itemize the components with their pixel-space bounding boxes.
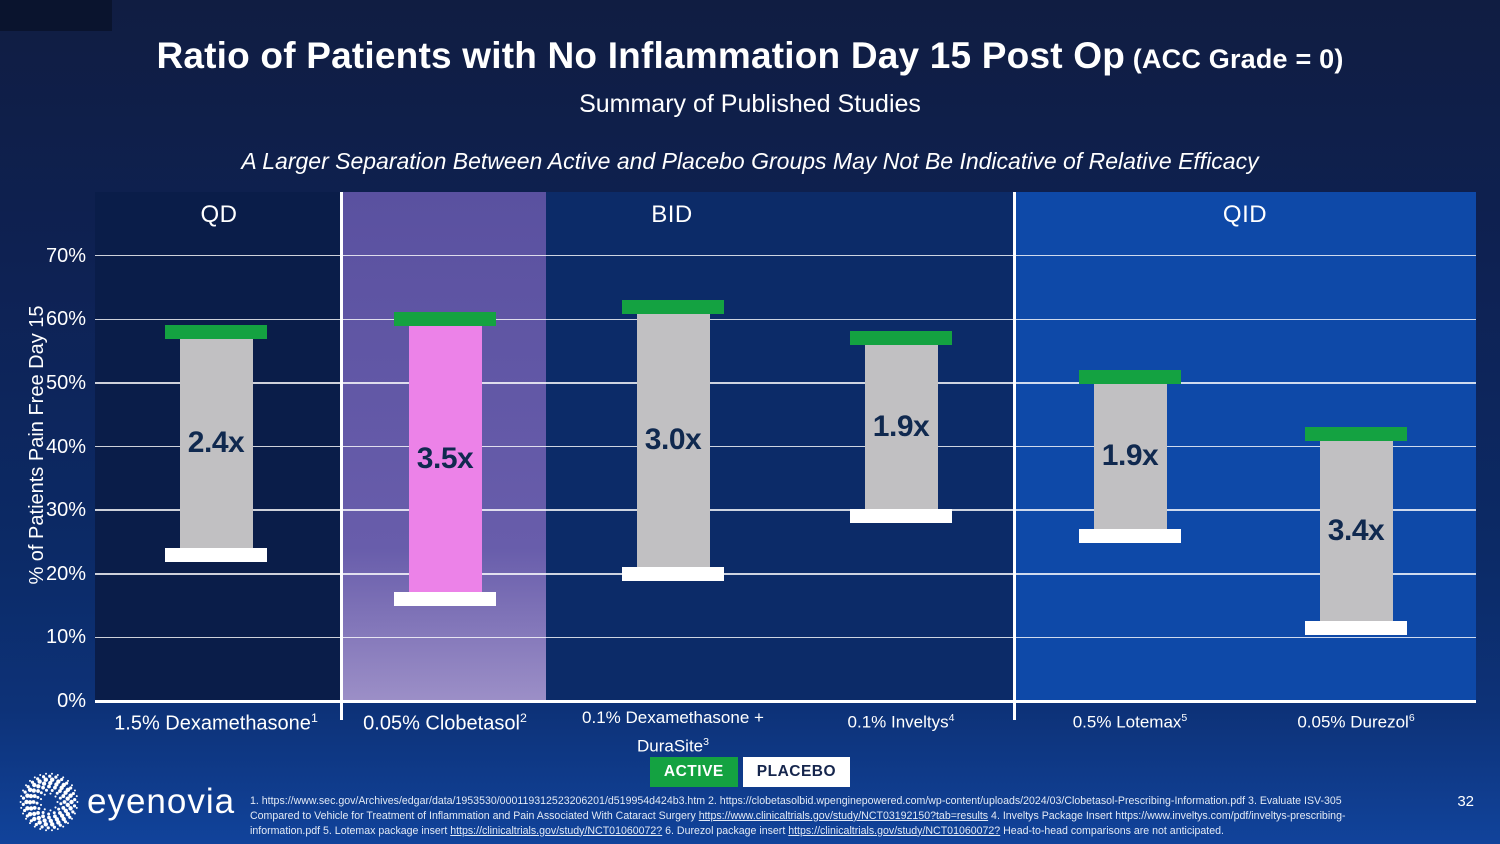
x-axis-label-lotemax: 0.5% Lotemax5	[1072, 712, 1188, 732]
x-axis-label-durezol: 0.05% Durezol6	[1297, 712, 1415, 732]
y-tick-label: 70%	[45, 244, 86, 267]
y-tick-label: 0%	[57, 690, 86, 712]
active-cap-inveltys	[850, 331, 952, 346]
ratio-label-dexamethasone-durasite: 3.0x	[644, 423, 702, 457]
gridline	[95, 509, 1476, 511]
x-axis-label-dexamethasone-durasite: 0.1% Dexamethasone + DuraSite3	[582, 708, 764, 756]
x-axis-label-clobetasol: 0.05% Clobetasol2	[363, 711, 527, 735]
bar-column-dexamethasone	[179, 338, 253, 548]
footnote-link[interactable]: https://clinicaltrials.gov/study/NCT0106…	[788, 824, 1001, 837]
y-tick-label: 10%	[45, 626, 86, 649]
active-cap-clobetasol	[394, 312, 496, 327]
group-divider	[1013, 192, 1016, 720]
title-main: Ratio of Patients with No Inflammation D…	[156, 35, 1126, 76]
title-suffix: (ACC Grade = 0)	[1125, 44, 1344, 74]
footnotes: 1. https://www.sec.gov/Archives/edgar/da…	[250, 794, 1400, 838]
y-tick-label: 20%	[45, 562, 86, 585]
legend: ACTIVE PLACEBO	[0, 757, 1500, 787]
x-axis-label-inveltys: 0.1% Inveltys4	[847, 712, 955, 732]
corner-decoration	[0, 0, 112, 31]
header: Ratio of Patients with No Inflammation D…	[0, 34, 1500, 175]
placebo-cap-dexamethasone	[165, 547, 267, 562]
active-cap-dexamethasone	[165, 324, 267, 339]
dosing-group-label-qd: QD	[200, 201, 238, 228]
legend-placebo: PLACEBO	[742, 757, 851, 787]
x-axis-label-dexamethasone: 1.5% Dexamethasone1	[114, 711, 318, 735]
gridline	[95, 445, 1476, 448]
ratio-label-lotemax: 1.9x	[1101, 439, 1159, 473]
gridline	[95, 573, 1476, 575]
y-tick-label: 60%	[45, 308, 86, 331]
page-number: 32	[1457, 793, 1474, 810]
x-axis-line	[95, 700, 1476, 703]
bar-column-dexamethasone-durasite	[636, 313, 710, 567]
active-cap-dexamethasone-durasite	[622, 299, 724, 314]
placebo-cap-inveltys	[850, 509, 952, 524]
footnote-link[interactable]: https://clinicaltrials.gov/study/NCT0106…	[450, 824, 663, 837]
placebo-cap-clobetasol	[394, 592, 496, 607]
placebo-cap-durezol	[1305, 620, 1407, 635]
footnote-link[interactable]: https://www.clinicaltrials.gov/study/NCT…	[698, 809, 989, 822]
footnote-line: information.pdf 5. Lotemax package inser…	[250, 824, 1224, 837]
legend-active: ACTIVE	[649, 757, 738, 787]
ratio-label-clobetasol: 3.5x	[416, 442, 474, 476]
y-tick-label: 50%	[45, 371, 86, 394]
tagline: A Larger Separation Between Active and P…	[241, 148, 1259, 174]
gridline	[95, 254, 1476, 257]
gridline	[95, 636, 1476, 639]
eyenovia-logo: eyenovia	[18, 771, 235, 833]
gridline	[95, 382, 1476, 384]
eyenovia-iris-icon	[19, 772, 79, 832]
bar-column-inveltys	[864, 345, 938, 510]
dosing-group-label-bid: BID	[651, 201, 693, 228]
active-cap-lotemax	[1079, 369, 1181, 384]
active-cap-durezol	[1305, 426, 1407, 441]
gridline	[95, 318, 1476, 320]
dosing-group-label-qid: QID	[1222, 201, 1268, 228]
ratio-label-dexamethasone: 2.4x	[187, 426, 245, 460]
placebo-cap-lotemax	[1079, 528, 1181, 543]
placebo-cap-dexamethasone-durasite	[622, 566, 724, 581]
footnote-line: Compared to Vehicle for Treatment of Inf…	[250, 809, 1346, 822]
logo-text: eyenovia	[87, 782, 236, 821]
bar-column-durezol	[1319, 440, 1393, 621]
group-divider	[340, 192, 343, 720]
y-tick-label: 40%	[45, 435, 86, 458]
subtitle: Summary of Published Studies	[579, 90, 921, 118]
bar-column-clobetasol	[408, 326, 482, 593]
y-tick-label: 30%	[45, 499, 86, 522]
ratio-label-inveltys: 1.9x	[872, 410, 930, 444]
bar-column-lotemax	[1093, 383, 1167, 529]
ratio-label-durezol: 3.4x	[1327, 513, 1385, 547]
footnote-line: 1. https://www.sec.gov/Archives/edgar/da…	[250, 795, 1342, 807]
page-title: Ratio of Patients with No Inflammation D…	[0, 34, 1500, 81]
